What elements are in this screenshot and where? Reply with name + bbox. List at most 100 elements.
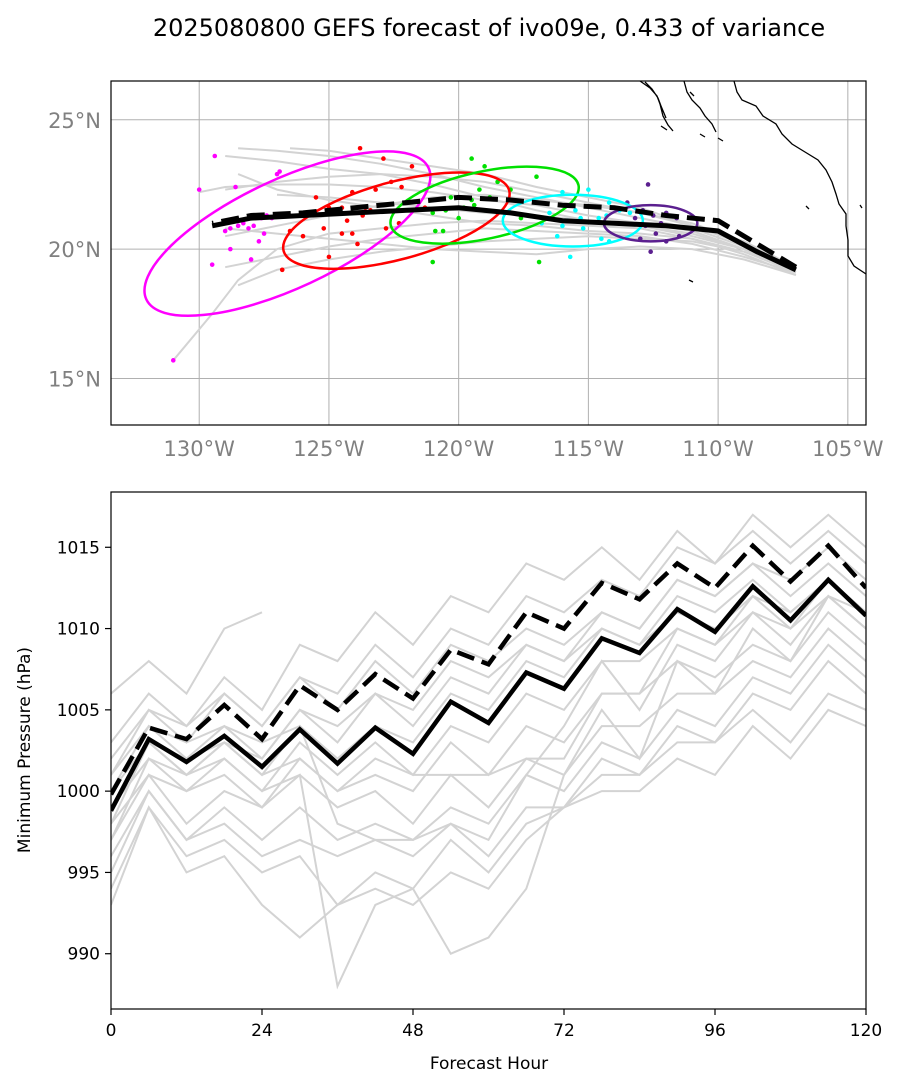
y-tick-label: 1015: [57, 538, 100, 558]
cluster-point: [632, 215, 638, 221]
y-tick-label: 995: [68, 863, 100, 883]
member-track: [225, 227, 797, 276]
cluster-point: [606, 200, 612, 205]
map-y-tick-label: 20°N: [48, 238, 101, 262]
cluster-point: [222, 228, 228, 234]
cluster-point: [653, 231, 659, 236]
map-x-tick-label: 125°W: [293, 437, 365, 461]
cluster-point: [536, 259, 542, 265]
y-axis-label: Minimum Pressure (hPa): [15, 647, 35, 853]
member-tracks: [172, 147, 797, 361]
mean-track-dashed: [211, 194, 798, 270]
cluster-point: [547, 210, 552, 216]
member-pressure-line: [111, 659, 866, 873]
cluster-point: [261, 231, 267, 236]
map-x-tick-label: 105°W: [812, 437, 884, 461]
cluster-point: [321, 226, 327, 231]
cluster-point: [196, 187, 202, 192]
y-tick-label: 990: [68, 945, 100, 965]
cluster-point: [560, 189, 565, 195]
cluster-point: [344, 218, 350, 223]
x-tick-label: 96: [704, 1021, 726, 1041]
cluster-point: [534, 174, 539, 179]
member-pressure-lines: [111, 513, 866, 990]
cluster-ellipse: [281, 171, 511, 271]
member-pressure-line: [111, 627, 866, 841]
member-pressure-line: [111, 708, 866, 939]
member-track: [225, 173, 797, 269]
cluster-point: [212, 153, 218, 159]
pressure-ticks: 0 24 48 72 96 120 990 995 1000 1005 1010 1015: [57, 538, 882, 1041]
chart-title: 2025080800 GEFS forecast of ivo09e, 0.43…: [153, 14, 825, 42]
baja-coastline: [639, 81, 866, 275]
cluster-point: [567, 254, 573, 260]
cluster-point: [235, 223, 241, 229]
cluster-point: [477, 187, 482, 192]
cluster-point: [349, 231, 355, 236]
cluster-point: [277, 169, 282, 174]
y-tick-label: 1010: [57, 620, 100, 640]
cluster-point: [560, 223, 565, 229]
mean-tracks: [211, 194, 798, 273]
map-x-tick-label: 110°W: [682, 437, 754, 461]
member-track: [237, 235, 797, 287]
cluster-point: [279, 267, 285, 273]
cluster-point: [456, 215, 461, 221]
cluster-point: [430, 259, 436, 265]
cluster-point: [228, 226, 233, 231]
pressure-panel: 0 24 48 72 96 120 990 995 1000 1005 1010 1015 Forec…: [15, 491, 882, 1074]
cluster-point: [433, 228, 438, 234]
cluster-point: [300, 233, 306, 239]
y-tick-label: 1000: [57, 782, 100, 802]
map-tick-labels: 130°W 125°W 120°W 115°W 110°W 105°W 15°N 20°N 25…: [48, 109, 884, 461]
islands-coastline: [660, 91, 863, 283]
cluster-point: [627, 210, 633, 216]
cluster-ellipse: [501, 193, 645, 248]
x-tick-label: 24: [251, 1021, 273, 1041]
cluster-ellipse: [143, 150, 432, 318]
cluster-point: [355, 241, 360, 247]
cluster-point: [596, 215, 602, 221]
member-pressure-line: [111, 692, 866, 907]
cluster-point: [209, 262, 215, 267]
cluster-point: [599, 236, 604, 242]
coastline: [639, 81, 866, 283]
cluster-point: [256, 239, 262, 244]
mean-pressure-lines: [111, 542, 866, 812]
cluster-point: [586, 187, 591, 192]
cluster-point: [373, 187, 378, 192]
cluster-point: [233, 184, 238, 190]
cluster-point: [339, 231, 345, 236]
cluster-point: [448, 195, 454, 200]
track-map-panel: 130°W 125°W 120°W 115°W 110°W 105°W 15°N 20°N 25…: [48, 80, 884, 461]
cluster-point: [251, 223, 256, 229]
member-pressure-line: [111, 594, 866, 842]
member-pressure-line: [111, 611, 263, 696]
cluster-point: [440, 228, 446, 234]
mean-pressure-solid: [111, 576, 866, 812]
cluster-point: [554, 233, 560, 239]
map-x-tick-label: 115°W: [553, 437, 625, 461]
cluster-point: [170, 358, 176, 363]
x-tick-label: 120: [850, 1021, 882, 1041]
cluster-point: [381, 156, 386, 161]
cluster-point: [248, 257, 254, 262]
mean-pressure-dashed: [111, 542, 866, 796]
x-axis-label: Forecast Hour: [430, 1054, 548, 1074]
map-x-tick-label: 120°W: [423, 437, 495, 461]
cluster-point: [430, 210, 436, 216]
cluster-ellipses: [143, 150, 699, 318]
map-x-tick-label: 130°W: [164, 437, 236, 461]
cluster-point: [399, 184, 404, 190]
cluster-point: [469, 156, 474, 161]
cluster-point: [573, 208, 578, 213]
cluster-point: [645, 182, 651, 187]
map-y-tick-label: 25°N: [48, 109, 101, 133]
x-tick-label: 48: [402, 1021, 424, 1041]
cluster-point: [482, 164, 487, 169]
y-tick-label: 1005: [57, 701, 100, 721]
cluster-ellipse: [389, 165, 581, 245]
pressure-frame: [110, 491, 867, 1010]
cluster-point: [383, 226, 389, 231]
member-pressure-line: [111, 513, 866, 744]
